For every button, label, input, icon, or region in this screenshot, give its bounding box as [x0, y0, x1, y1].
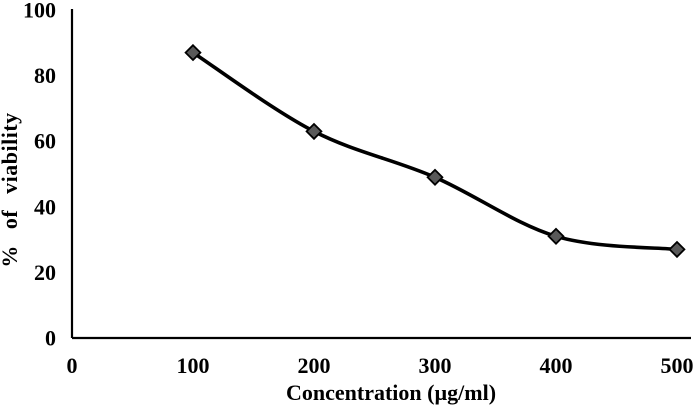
y-tick-label: 100 [23, 0, 56, 23]
data-point-marker [547, 227, 565, 245]
y-tick-label: 0 [45, 326, 56, 351]
y-tick-label: 40 [34, 194, 56, 219]
x-tick-label: 500 [661, 353, 694, 378]
series-line [191, 50, 679, 252]
y-axis-title: % of viability [0, 112, 22, 267]
data-point-marker [184, 43, 202, 62]
tick-labels: 0 20 40 60 80 100 0 100 200 300 400 500 [23, 0, 694, 378]
x-tick-label: 100 [177, 353, 210, 378]
data-point-marker [305, 122, 323, 141]
data-point-marker [668, 240, 686, 259]
x-axis-title: Concentration (µg/ml) [286, 380, 496, 405]
x-tick-label: 0 [67, 353, 78, 378]
data-point-marker [426, 168, 444, 186]
x-tick-label: 400 [540, 353, 573, 378]
x-tick-label: 200 [298, 353, 331, 378]
axes [70, 9, 691, 340]
data-series [184, 43, 686, 259]
y-tick-label: 60 [34, 129, 56, 154]
x-tick-label: 300 [419, 353, 452, 378]
y-tick-label: 20 [34, 260, 56, 285]
y-tick-label: 80 [34, 63, 56, 88]
